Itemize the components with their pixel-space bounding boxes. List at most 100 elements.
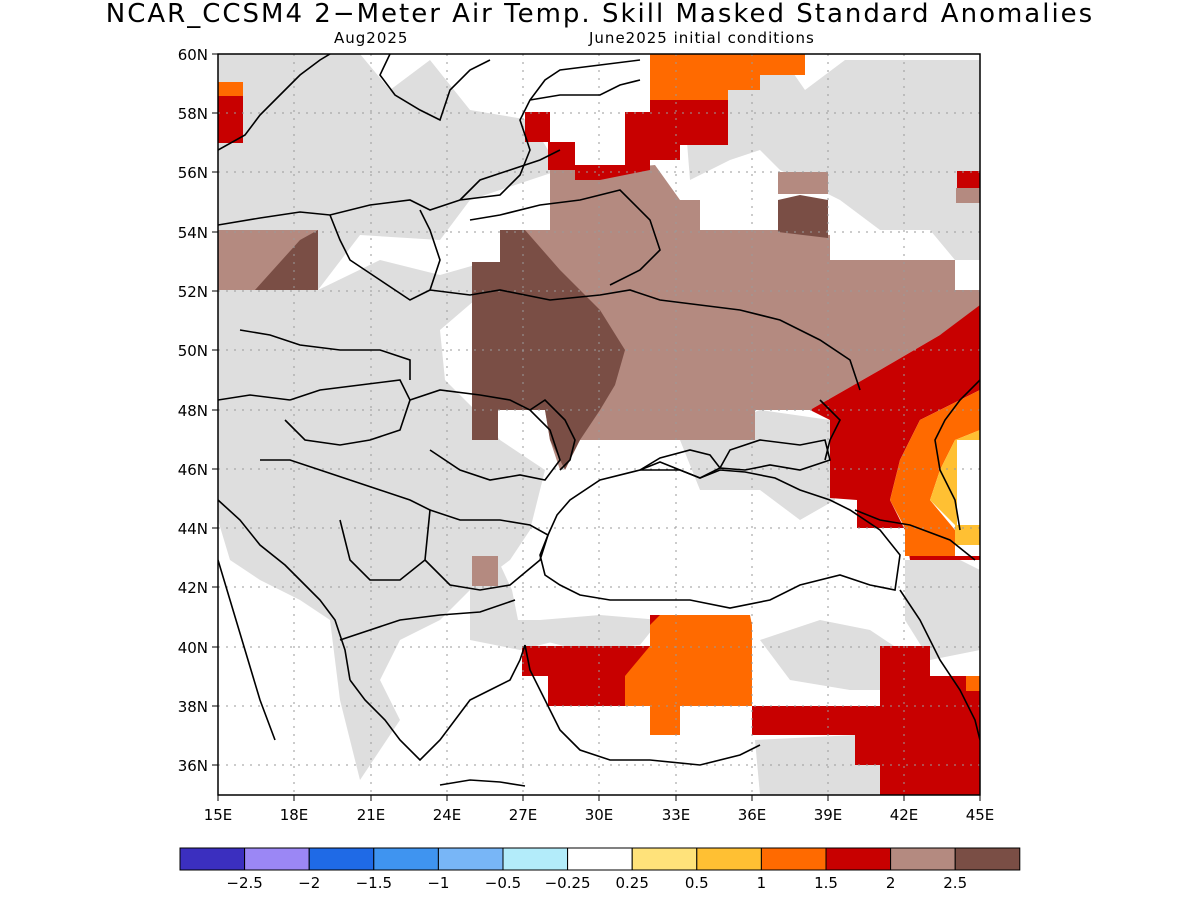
colorbar-label: −1.5 (356, 874, 392, 892)
axis-ticks (212, 53, 981, 801)
colorbar-label: 0.5 (685, 874, 709, 892)
colorbar-swatch (825, 847, 892, 871)
lat-label: 44N (178, 520, 208, 538)
grey-region-turkey-east (760, 620, 900, 690)
border-croatia (260, 459, 351, 481)
lat-label: 54N (178, 224, 208, 242)
sweden-coast (379, 54, 491, 122)
lat-label: 36N (178, 757, 208, 775)
border-ukraine-north (429, 289, 861, 391)
colorbar-label: −1 (427, 874, 449, 892)
colorbar-swatch (567, 847, 633, 871)
orange-region-north (650, 54, 805, 100)
light-brown-region-ukraine-russia (500, 165, 980, 470)
red-region-north (525, 100, 728, 180)
colorbar-label: 2 (886, 874, 896, 892)
lat-label: 40N (178, 639, 208, 657)
border-greece-north (339, 599, 516, 641)
colorbar-label: −2.5 (226, 874, 262, 892)
colorbar-swatch (696, 847, 762, 871)
lat-label: 46N (178, 461, 208, 479)
colorbar-label: 1.5 (814, 874, 838, 892)
border-slovakia-czech (239, 329, 411, 380)
orange-region-turkey (625, 615, 752, 735)
forecast-month: Aug2025 (334, 29, 409, 47)
border-poland (329, 209, 441, 301)
lat-label: 60N (178, 46, 208, 64)
border-belarus (469, 189, 661, 286)
initial-conditions: June2025 initial conditions (589, 29, 815, 47)
longitude-labels: 15E 18E 21E 24E 27E 30E 33E 36E 39E 42E … (204, 806, 995, 824)
lon-label: 15E (204, 806, 233, 824)
anomaly-fields (218, 54, 980, 795)
colorbar-label: 0.25 (615, 874, 648, 892)
lon-label: 42E (890, 806, 919, 824)
red-region-northwest (218, 96, 243, 143)
greece-coast (349, 644, 526, 762)
orange-cell-northwest (218, 82, 243, 96)
light-brown-cell-moscow (778, 172, 828, 194)
lat-label: 56N (178, 164, 208, 182)
colorbar-swatch (179, 847, 246, 871)
colorbar-swatch (373, 847, 439, 871)
scandinavia-coast (218, 54, 331, 151)
lon-label: 45E (966, 806, 995, 824)
colorbar-label: −0.25 (545, 874, 591, 892)
crimea-coast (637, 449, 722, 479)
border-russia-ukraine-east (819, 399, 841, 461)
border-baltics (459, 149, 561, 201)
lat-label: 50N (178, 342, 208, 360)
border-romania (409, 389, 561, 481)
lon-label: 18E (280, 806, 309, 824)
border-hungary (284, 379, 411, 446)
colorbar (179, 847, 1021, 871)
colorbar-swatch (308, 847, 375, 871)
colorbar-swatch (437, 847, 504, 871)
crete-coast (439, 779, 526, 787)
red-region-turkey-east (752, 646, 980, 795)
graticule (218, 54, 980, 795)
lon-label: 36E (738, 806, 767, 824)
colorbar-swatch (502, 847, 569, 871)
border-georgia (854, 509, 976, 561)
lat-label: 48N (178, 402, 208, 420)
coastlines-borders (218, 54, 980, 787)
colorbar-label: 2.5 (943, 874, 967, 892)
colorbar-swatch (244, 847, 310, 871)
border-bulgaria (424, 509, 549, 591)
lon-label: 30E (585, 806, 614, 824)
lat-label: 58N (178, 105, 208, 123)
grey-region-northeast (680, 54, 980, 260)
colorbar-swatch (760, 847, 827, 871)
red-cell-ne (957, 171, 980, 188)
aegean-east-coast (524, 644, 761, 766)
grey-region-southeast (755, 735, 880, 795)
orange-region-caucasus (890, 390, 980, 556)
colorbar-label: −0.5 (485, 874, 521, 892)
border-moldova (529, 398, 576, 471)
dark-brown-region-moscow (778, 195, 828, 238)
red-region-caucasus (810, 305, 980, 560)
colorbar-labels: −2.5 −2 −1.5 −1 −0.5 −0.25 0.25 0.5 1 1.5 2 2.5 (226, 874, 967, 892)
lat-label: 42N (178, 579, 208, 597)
lon-label: 27E (509, 806, 538, 824)
lon-label: 24E (433, 806, 462, 824)
grey-region-turkey-west (540, 615, 660, 650)
lat-label: 38N (178, 698, 208, 716)
black-sea-coast (539, 461, 901, 609)
map-title: NCAR_CCSM4 2−Meter Air Temp. Skill Maske… (105, 0, 1095, 29)
border-austria (218, 394, 291, 401)
colorbar-label: −2 (298, 874, 320, 892)
grey-region-central (218, 260, 545, 780)
orange-cell-east (966, 676, 980, 691)
lon-label: 33E (662, 806, 691, 824)
border-turkey-east (899, 589, 980, 741)
colorbar-label: 1 (757, 874, 767, 892)
dark-brown-region-west (255, 230, 318, 290)
lat-label: 52N (178, 283, 208, 301)
latitude-labels: 60N 58N 56N 54N 52N 50N 48N 46N 44N 42N … (178, 46, 208, 775)
light-brown-cell-balkans (472, 556, 498, 586)
colorbar-swatch (890, 847, 956, 871)
italy-coast (218, 559, 276, 741)
